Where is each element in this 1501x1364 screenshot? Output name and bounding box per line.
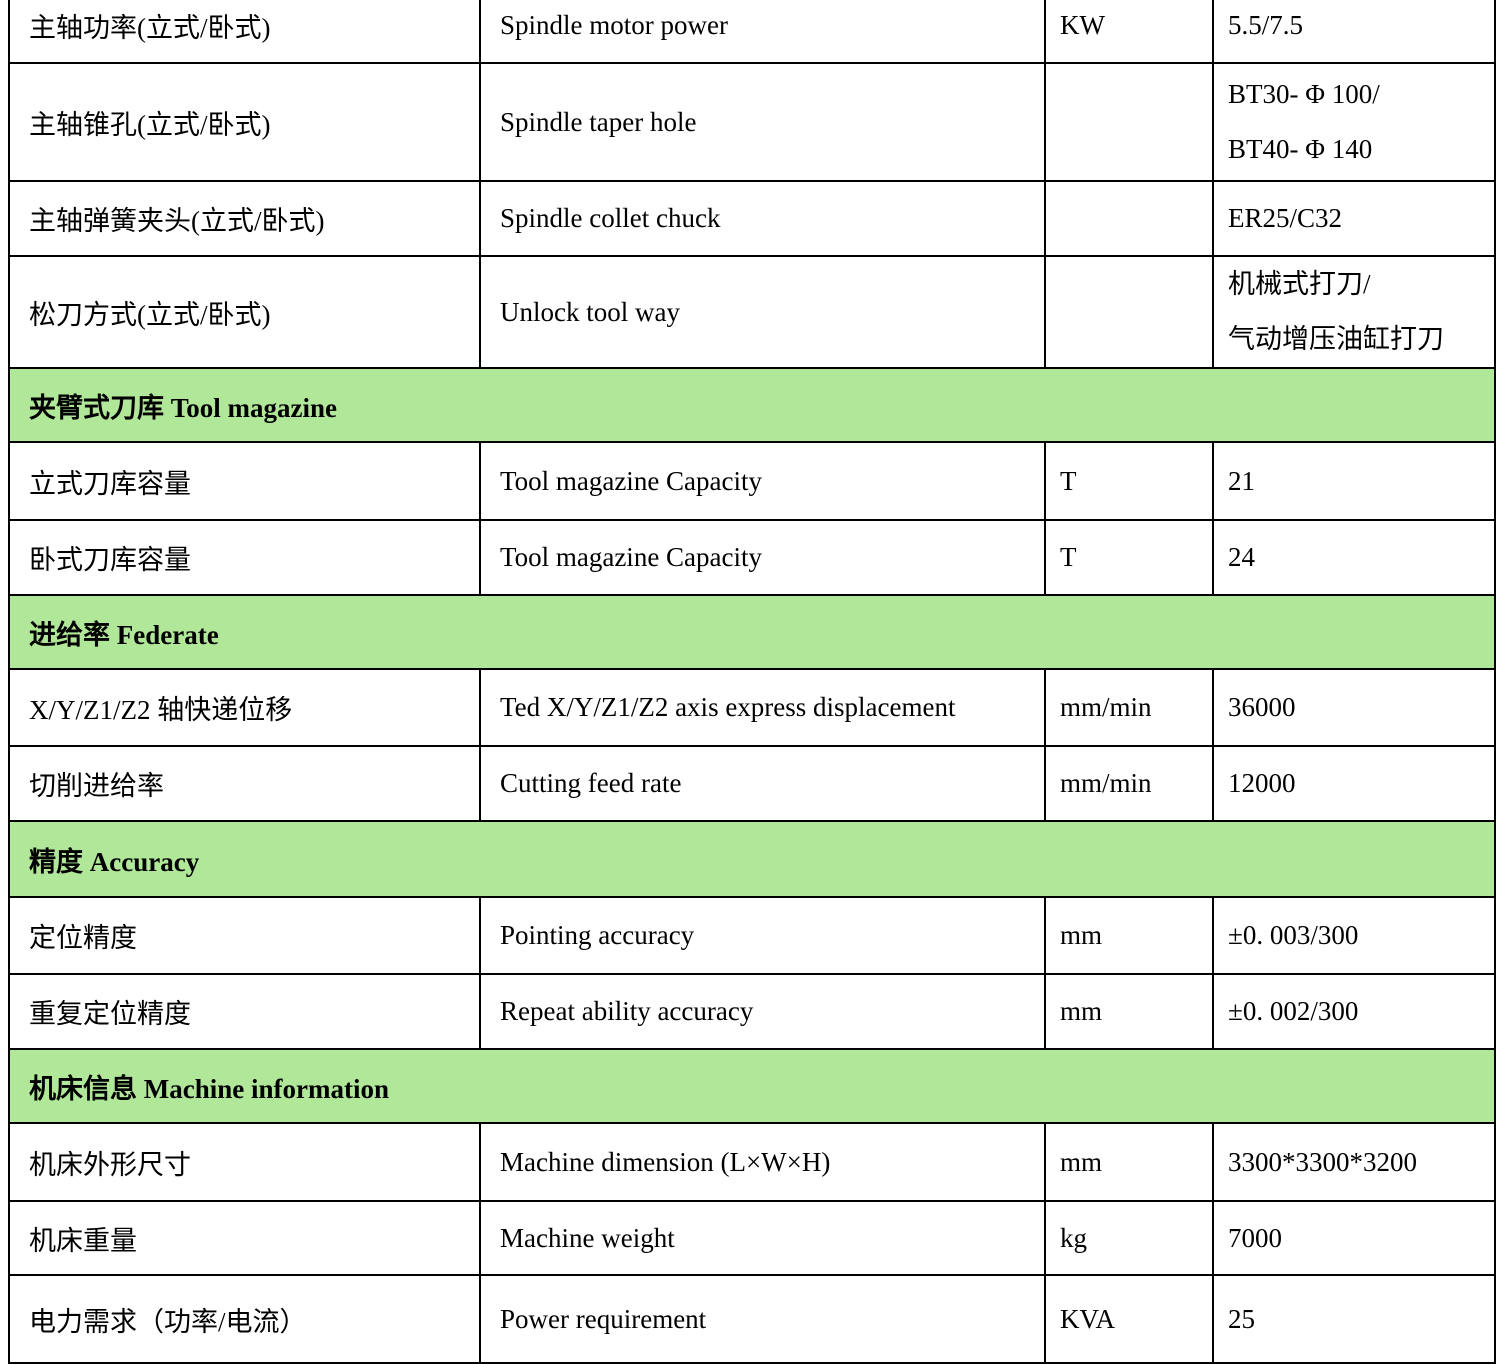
spec-row: X/Y/Z1/Z2 轴快递位移 Ted X/Y/Z1/Z2 axis expres…	[8, 668, 1496, 747]
value-cell: 3300*3300*3200	[1212, 1122, 1496, 1202]
unit-cell	[1044, 255, 1214, 369]
value-line: ER25/C32	[1228, 203, 1343, 233]
unit-cell: T	[1044, 519, 1214, 596]
section-header-row: 进给率 Federate	[8, 594, 1496, 670]
section-header-title: 夹臂式刀库 Tool magazine	[8, 367, 1496, 443]
value-cell: ±0. 002/300	[1212, 973, 1496, 1050]
english-term-cell: Cutting feed rate	[479, 745, 1046, 822]
chinese-term-cell: 机床外形尺寸	[8, 1122, 481, 1202]
value-line: 5.5/7.5	[1228, 9, 1304, 40]
english-term-cell: Unlock tool way	[479, 255, 1046, 369]
english-term-cell: Power requirement	[479, 1274, 1046, 1364]
spec-row: 主轴弹簧夹头(立式/卧式) Spindle collet chuck ER25/C3…	[8, 180, 1496, 257]
english-term-cell: Tool magazine Capacity	[479, 441, 1046, 521]
english-term-cell: Machine weight	[479, 1200, 1046, 1276]
unit-cell: mm/min	[1044, 668, 1214, 747]
value-line: ±0. 003/300	[1228, 920, 1359, 950]
unit-cell: kg	[1044, 1200, 1214, 1276]
value-cell: ±0. 003/300	[1212, 896, 1496, 975]
value-line: BT40- Φ 140	[1228, 134, 1373, 164]
value-cell: BT30- Φ 100/BT40- Φ 140	[1212, 62, 1496, 182]
value-line: BT30- Φ 100/	[1228, 79, 1380, 109]
unit-cell: mm	[1044, 896, 1214, 975]
value-line: ±0. 002/300	[1228, 996, 1359, 1026]
spec-row: 电力需求（功率/电流） Power requirement KVA 25	[8, 1274, 1496, 1364]
spec-row: 松刀方式(立式/卧式) Unlock tool way 机械式打刀/气动增压油缸打刀	[8, 255, 1496, 369]
spec-row: 主轴锥孔(立式/卧式) Spindle taper hole BT30- Φ 100…	[8, 62, 1496, 182]
value-line: 36000	[1228, 692, 1296, 722]
unit-cell: mm	[1044, 1122, 1214, 1202]
chinese-term-cell: 切削进给率	[8, 745, 481, 822]
unit-cell	[1044, 180, 1214, 257]
spec-table: 主轴功率(立式/卧式) Spindle motor power KW 5.5/7.5 主…	[8, 0, 1496, 1364]
english-term-cell: Machine dimension (L×W×H)	[479, 1122, 1046, 1202]
spec-row: 立式刀库容量 Tool magazine Capacity T 21	[8, 441, 1496, 521]
spec-row: 机床重量 Machine weight kg 7000	[8, 1200, 1496, 1276]
chinese-term-cell: 松刀方式(立式/卧式)	[8, 255, 481, 369]
english-term-cell: Spindle taper hole	[479, 62, 1046, 182]
value-line: 气动增压油缸打刀	[1228, 324, 1444, 354]
value-line: 3300*3300*3200	[1228, 1146, 1417, 1177]
chinese-term-cell: 立式刀库容量	[8, 441, 481, 521]
value-cell: 7000	[1212, 1200, 1496, 1276]
spec-row: 机床外形尺寸 Machine dimension (L×W×H) mm 3300*33…	[8, 1122, 1496, 1202]
spec-row: 重复定位精度 Repeat ability accuracy mm ±0. 002/3…	[8, 973, 1496, 1050]
value-line: 21	[1228, 465, 1255, 496]
chinese-term-cell: 电力需求（功率/电流）	[8, 1274, 481, 1364]
value-cell: 21	[1212, 441, 1496, 521]
english-term-cell: Spindle motor power	[479, 0, 1046, 64]
spec-row: 定位精度 Pointing accuracy mm ±0. 003/300	[8, 896, 1496, 975]
english-term-cell: Ted X/Y/Z1/Z2 axis express displacement	[479, 668, 1046, 747]
english-term-cell: Pointing accuracy	[479, 896, 1046, 975]
chinese-term-cell: X/Y/Z1/Z2 轴快递位移	[8, 668, 481, 747]
value-line: 12000	[1228, 768, 1296, 798]
section-header-row: 精度 Accuracy	[8, 820, 1496, 898]
english-term-cell: Repeat ability accuracy	[479, 973, 1046, 1050]
section-header-title: 机床信息 Machine information	[8, 1048, 1496, 1124]
unit-cell: mm	[1044, 973, 1214, 1050]
english-term-cell: Tool magazine Capacity	[479, 519, 1046, 596]
spec-row: 卧式刀库容量 Tool magazine Capacity T 24	[8, 519, 1496, 596]
section-header-title: 进给率 Federate	[8, 594, 1496, 670]
unit-cell: mm/min	[1044, 745, 1214, 822]
chinese-term-cell: 卧式刀库容量	[8, 519, 481, 596]
chinese-term-cell: 主轴功率(立式/卧式)	[8, 0, 481, 64]
value-cell: 5.5/7.5	[1212, 0, 1496, 64]
section-header-title: 精度 Accuracy	[8, 820, 1496, 898]
section-header-row: 机床信息 Machine information	[8, 1048, 1496, 1124]
chinese-term-cell: 机床重量	[8, 1200, 481, 1276]
value-cell: 25	[1212, 1274, 1496, 1364]
spec-table-body: 主轴功率(立式/卧式) Spindle motor power KW 5.5/7.5 主…	[8, 0, 1496, 1364]
unit-cell: KVA	[1044, 1274, 1214, 1364]
unit-cell: T	[1044, 441, 1214, 521]
unit-cell	[1044, 62, 1214, 182]
value-line: 7000	[1228, 1222, 1282, 1253]
spec-row: 主轴功率(立式/卧式) Spindle motor power KW 5.5/7.5	[8, 0, 1496, 64]
value-line: 24	[1228, 542, 1255, 572]
section-header-row: 夹臂式刀库 Tool magazine	[8, 367, 1496, 443]
value-cell: 24	[1212, 519, 1496, 596]
unit-cell: KW	[1044, 0, 1214, 64]
chinese-term-cell: 主轴弹簧夹头(立式/卧式)	[8, 180, 481, 257]
value-cell: 36000	[1212, 668, 1496, 747]
chinese-term-cell: 定位精度	[8, 896, 481, 975]
english-term-cell: Spindle collet chuck	[479, 180, 1046, 257]
value-line: 25	[1228, 1303, 1255, 1334]
chinese-term-cell: 重复定位精度	[8, 973, 481, 1050]
chinese-term-cell: 主轴锥孔(立式/卧式)	[8, 62, 481, 182]
value-line: 机械式打刀/	[1228, 269, 1371, 299]
value-cell: 12000	[1212, 745, 1496, 822]
value-cell: ER25/C32	[1212, 180, 1496, 257]
value-cell: 机械式打刀/气动增压油缸打刀	[1212, 255, 1496, 369]
spec-row: 切削进给率 Cutting feed rate mm/min 12000	[8, 745, 1496, 822]
